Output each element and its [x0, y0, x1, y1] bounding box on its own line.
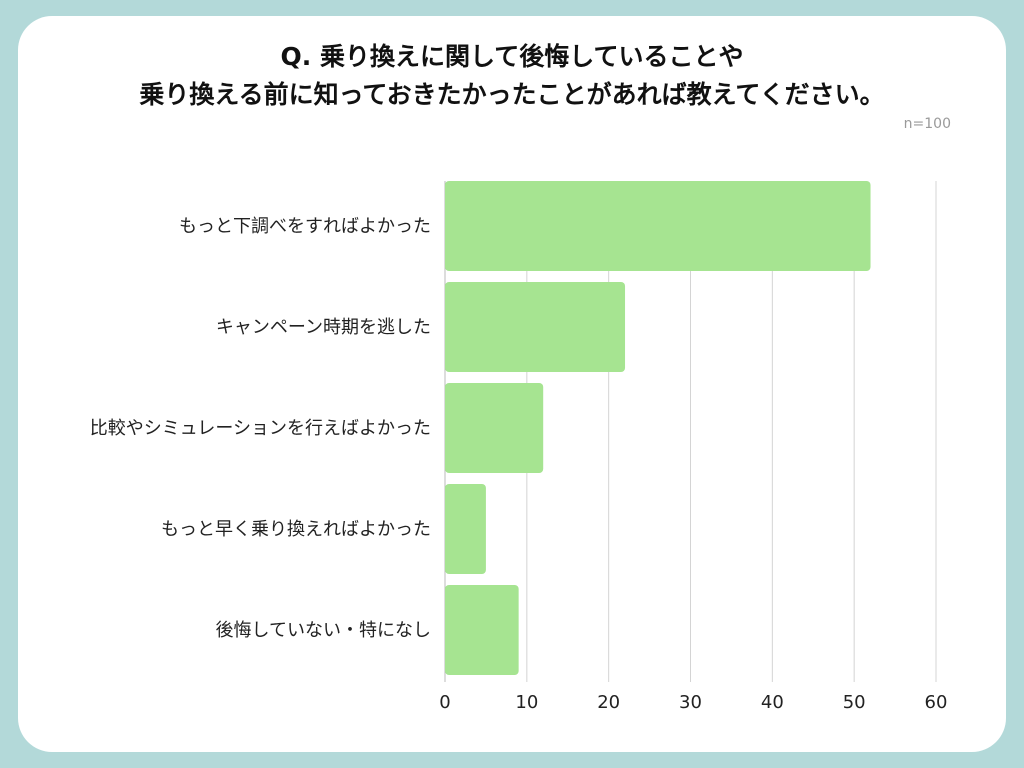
bar-3 — [445, 383, 544, 473]
category-label-1: もっと下調べをすればよかった — [179, 216, 431, 237]
category-label-4: もっと早く乗り換えればよかった — [161, 519, 431, 540]
category-label-3: 比較やシミュレーションを行えばよかった — [90, 418, 431, 439]
category-label-5: 後悔していない・特になし — [216, 620, 431, 641]
category-label-2: キャンペーン時期を逃した — [216, 317, 431, 338]
x-tick-label-50: 50 — [843, 692, 866, 713]
bar-1 — [445, 181, 871, 271]
bar-4 — [445, 484, 486, 574]
chart-title-line-2: 乗り換える前に知っておきたかったことがあれば教えてください。 — [139, 80, 885, 109]
x-tick-label-20: 20 — [597, 692, 620, 713]
x-tick-label-10: 10 — [515, 692, 538, 713]
chart-title-line-1: Q. 乗り換えに関して後悔していることや — [280, 42, 744, 71]
bar-5 — [445, 585, 519, 675]
x-tick-label-30: 30 — [679, 692, 702, 713]
chart-title: Q. 乗り換えに関して後悔していることや 乗り換える前に知っておきたかったことが… — [18, 38, 1006, 114]
sample-size-label: n=100 — [903, 116, 951, 132]
x-tick-label-60: 60 — [925, 692, 948, 713]
x-tick-label-40: 40 — [761, 692, 784, 713]
x-tick-label-0: 0 — [439, 692, 450, 713]
bar-2 — [445, 282, 626, 372]
